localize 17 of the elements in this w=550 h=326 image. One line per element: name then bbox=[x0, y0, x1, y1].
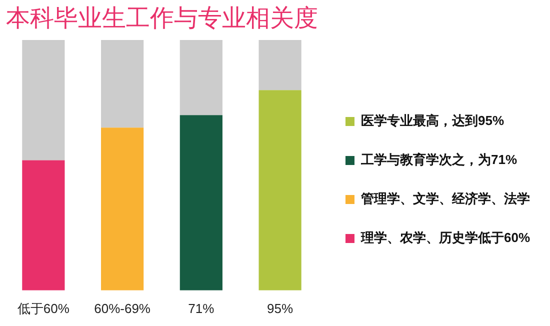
legend-label: 管理学、文学、经济学、法学 bbox=[360, 191, 530, 206]
legend-label: 医学专业最高，达到95% bbox=[360, 113, 504, 128]
legend-label: 工学与教育学次之，为71% bbox=[360, 152, 518, 168]
bar bbox=[258, 40, 302, 90]
legend-label: 理学、农学、历史学低于60% bbox=[360, 230, 530, 246]
bar bbox=[101, 128, 144, 290]
bar bbox=[22, 160, 65, 290]
x-tick-label: 60%-69% bbox=[94, 300, 151, 316]
x-tick-label: 71% bbox=[188, 300, 215, 316]
bar bbox=[22, 40, 65, 160]
bar bbox=[258, 90, 302, 290]
bar bbox=[101, 40, 144, 128]
bar bbox=[180, 40, 222, 116]
chart-title: 本科毕业生工作与专业相关度 bbox=[6, 3, 318, 34]
x-tick-label: 低于60% bbox=[17, 300, 70, 316]
bar bbox=[180, 115, 222, 290]
x-tick-label: 95% bbox=[267, 300, 294, 316]
